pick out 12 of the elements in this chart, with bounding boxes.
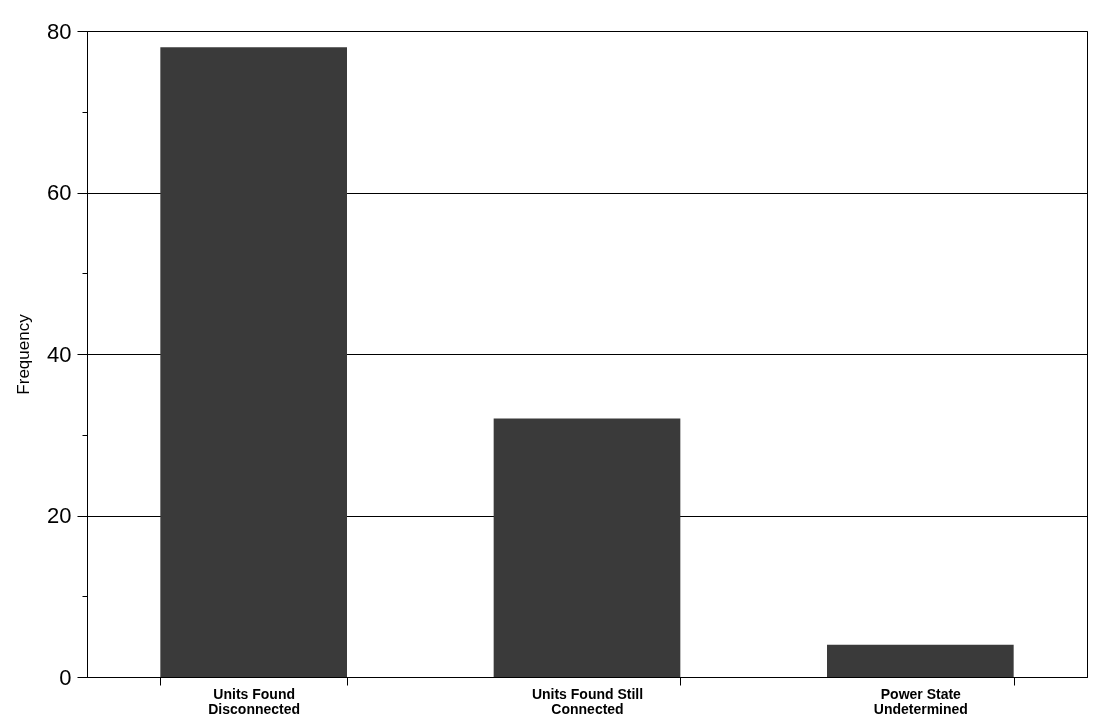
- y-tick-label: 40: [47, 341, 72, 367]
- y-tick-label: 0: [59, 664, 72, 690]
- x-tick-label: Units Found Disconnected: [208, 685, 301, 717]
- y-tick-label: 60: [47, 180, 72, 205]
- bar: [827, 644, 1014, 677]
- y-tick-label: 80: [47, 18, 72, 44]
- y-tick-label: 20: [47, 503, 72, 528]
- x-tick-label: Power State Undetermined: [873, 685, 968, 717]
- bar: [160, 47, 347, 677]
- x-tick-label: Units Found Still Connected: [531, 685, 644, 717]
- bar: [493, 418, 681, 677]
- y-axis-title: Frequency: [14, 313, 34, 395]
